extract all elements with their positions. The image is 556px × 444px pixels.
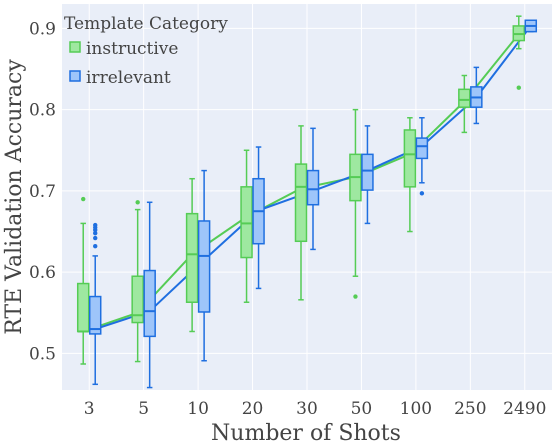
- box-irrelevant: [88, 222, 102, 386]
- outlier-point: [135, 200, 140, 205]
- outlier-point: [93, 222, 98, 228]
- box-irrelevant: [197, 169, 211, 362]
- box-irrelevant: [415, 117, 429, 196]
- outlier-point: [81, 196, 86, 202]
- legend-swatch-instructive: [69, 41, 81, 53]
- outlier-point: [93, 230, 98, 236]
- box-instructive: [294, 125, 308, 301]
- box-iqr: [197, 220, 211, 313]
- legend-swatch-irrelevant: [69, 70, 81, 82]
- x-tick-label: 5: [138, 399, 149, 419]
- x-tick-label: 250: [454, 399, 486, 419]
- y-axis-title: RTE Validation Accuracy: [2, 59, 27, 335]
- y-tick-label: 0.5: [29, 344, 56, 364]
- legend-label-instructive: instructive: [86, 39, 178, 59]
- box-irrelevant: [524, 19, 538, 33]
- x-tick-label: 2490: [503, 399, 546, 419]
- box-iqr: [76, 282, 90, 333]
- outlier-point: [419, 191, 425, 196]
- x-axis-title: Number of Shots: [211, 421, 401, 444]
- box-iqr: [415, 137, 429, 160]
- box-iqr: [143, 269, 156, 338]
- x-tick-label: 30: [296, 399, 318, 419]
- box-instructive: [240, 149, 253, 303]
- box-iqr: [294, 163, 308, 243]
- y-tick-label: 0.9: [29, 19, 56, 39]
- box-instructive: [185, 177, 199, 333]
- box-instructive: [131, 200, 144, 363]
- x-tick-label: 100: [400, 399, 432, 419]
- outlier-point: [353, 294, 358, 299]
- box-irrelevant: [252, 146, 265, 290]
- box-irrelevant: [306, 127, 320, 251]
- box-instructive: [458, 74, 471, 134]
- box-iqr: [240, 186, 253, 259]
- box-iqr: [88, 295, 102, 335]
- x-tick-label: 50: [351, 399, 373, 419]
- box-instructive: [403, 117, 417, 233]
- box-iqr: [458, 88, 471, 108]
- boxes: [76, 15, 538, 389]
- box-iqr: [185, 212, 199, 303]
- box-iqr: [361, 153, 374, 191]
- x-tick-label: 20: [242, 399, 264, 419]
- legend: Template Category instructive irrelevant: [64, 14, 228, 88]
- legend-label-irrelevant: irrelevant: [86, 68, 171, 88]
- box-instructive: [76, 196, 90, 365]
- outlier-point: [93, 243, 98, 249]
- outlier-point: [93, 235, 98, 241]
- y-tick-label: 0.6: [29, 263, 56, 283]
- legend-title: Template Category: [64, 14, 228, 34]
- box-iqr: [403, 129, 417, 188]
- box-iqr: [131, 275, 144, 324]
- box-irrelevant: [361, 125, 374, 225]
- box-irrelevant: [470, 66, 483, 125]
- box-irrelevant: [143, 201, 156, 389]
- x-tick-label: 3: [84, 399, 95, 419]
- y-tick-label: 0.7: [29, 182, 56, 202]
- y-tick-label: 0.8: [29, 101, 56, 121]
- axis-ticks: 0.5 0.6 0.7 0.8 0.9 3 5 10 20 30 50 100 250 2490: [29, 19, 546, 419]
- x-tick-label: 10: [187, 399, 209, 419]
- box-instructive: [512, 15, 526, 90]
- box-instructive: [349, 108, 362, 299]
- box-iqr: [306, 169, 320, 206]
- outlier-point: [516, 85, 521, 90]
